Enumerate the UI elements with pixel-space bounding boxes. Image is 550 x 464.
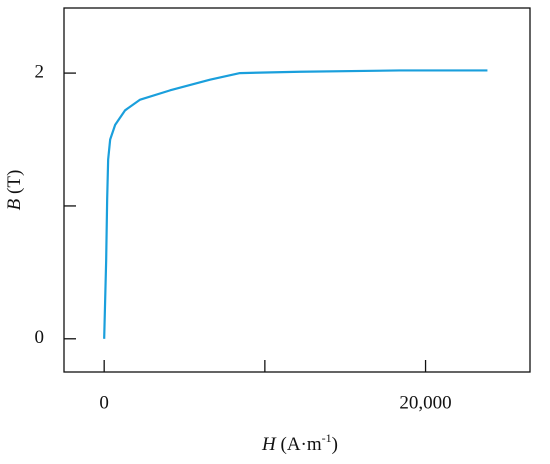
plot-frame: [63, 7, 531, 373]
x-label-symbol: H: [261, 434, 277, 455]
y-label-unit: (T): [4, 170, 25, 194]
x-label-unit: (A·m: [281, 434, 322, 455]
y-axis-label: B (T): [4, 170, 25, 211]
x-tick-label: 20,000: [399, 392, 451, 413]
x-label-close: ): [332, 434, 338, 455]
x-axis-label: H (A·m-1): [261, 431, 338, 456]
x-label-exponent: -1: [322, 431, 332, 445]
y-label-symbol: B: [4, 198, 25, 210]
data-line: [103, 69, 488, 339]
x-tick-label: 0: [99, 392, 109, 413]
y-tick-label: 2: [35, 61, 45, 82]
y-tick-label: 0: [35, 327, 45, 348]
